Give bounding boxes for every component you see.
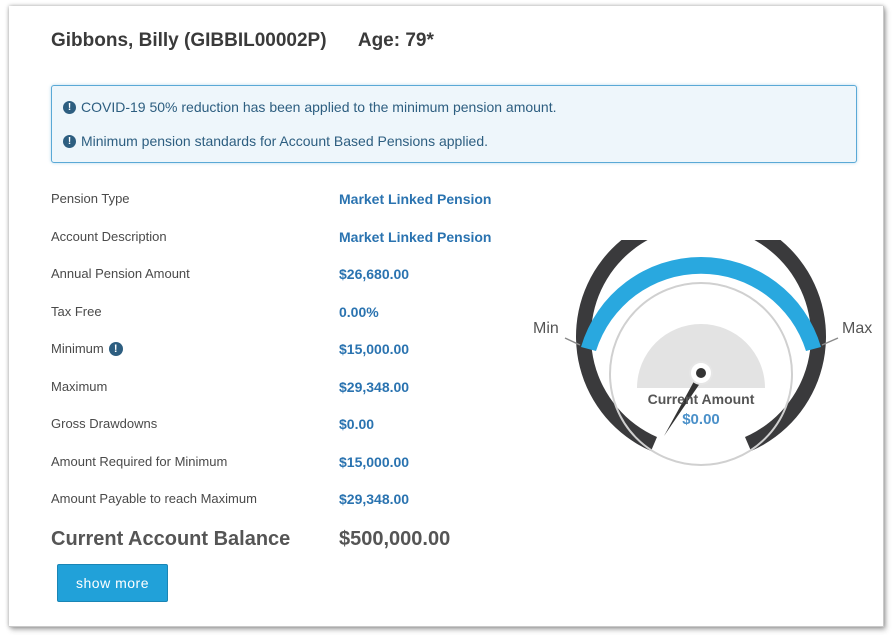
detail-row-maximum: Maximum $29,348.00	[51, 379, 501, 399]
detail-value: Market Linked Pension	[339, 191, 492, 207]
detail-row-tax-free: Tax Free 0.00%	[51, 304, 501, 324]
detail-label: Amount Payable to reach Maximum	[51, 491, 257, 506]
detail-row-pension-type: Pension Type Market Linked Pension	[51, 191, 501, 211]
detail-label: Amount Required for Minimum	[51, 454, 228, 469]
min-tick	[564, 337, 581, 346]
detail-value: $26,680.00	[339, 266, 410, 282]
alert-item: ! COVID-19 50% reduction has been applie…	[63, 99, 557, 115]
detail-row-annual-pension-amount: Annual Pension Amount $26,680.00	[51, 266, 501, 286]
detail-value: $29,348.00	[339, 491, 410, 507]
gauge-min-label: Min	[533, 320, 559, 337]
max-tick	[821, 337, 839, 346]
detail-value: Market Linked Pension	[339, 229, 492, 245]
current-account-balance-label: Current Account Balance	[51, 528, 291, 550]
current-account-balance-value: $500,000.00	[339, 528, 451, 550]
detail-value: $29,348.00	[339, 379, 410, 395]
detail-value: 0.00%	[339, 304, 379, 320]
gauge-inner-sector	[637, 324, 765, 388]
exclamation-circle-icon: !	[63, 134, 76, 148]
member-header: Gibbons, Billy (GIBBIL00002P) Age: 79*	[51, 30, 434, 52]
detail-label: Pension Type	[51, 191, 130, 206]
detail-label: Account Description	[51, 229, 167, 244]
detail-label-wrap: Minimum !	[51, 341, 123, 356]
detail-row-gross-drawdowns: Gross Drawdowns $0.00	[51, 416, 501, 436]
gauge-needle	[664, 374, 705, 436]
member-age: Age: 79*	[357, 30, 434, 51]
detail-label: Gross Drawdowns	[51, 416, 158, 431]
alert-text: Minimum pension standards for Account Ba…	[81, 133, 489, 149]
detail-row-account-description: Account Description Market Linked Pensio…	[51, 229, 501, 249]
alert-item: ! Minimum pension standards for Account …	[63, 133, 488, 149]
detail-value: $15,000.00	[339, 341, 410, 357]
alert-box: ! COVID-19 50% reduction has been applie…	[51, 85, 857, 163]
pension-gauge: Min Max Current Amount $0.00	[533, 240, 872, 466]
member-name: Gibbons, Billy (GIBBIL00002P)	[51, 30, 327, 51]
alert-text: COVID-19 50% reduction has been applied …	[81, 99, 557, 115]
detail-label: Maximum	[51, 379, 108, 394]
info-circle-icon[interactable]: !	[108, 341, 123, 356]
gauge-max-label: Max	[842, 320, 872, 337]
detail-row-minimum: Minimum ! $15,000.00	[51, 341, 501, 361]
show-more-button[interactable]: show more	[57, 564, 168, 602]
detail-value: $0.00	[339, 416, 375, 432]
exclamation-circle-icon: !	[63, 100, 76, 114]
gauge-needle-pivot	[696, 368, 706, 378]
detail-label: Minimum	[51, 341, 104, 356]
detail-label: Tax Free	[51, 304, 102, 319]
gauge-center-value: $0.00	[682, 411, 720, 428]
gauge-min-max-range	[581, 257, 821, 351]
detail-row-amount-payable-maximum: Amount Payable to reach Maximum $29,348.…	[51, 491, 501, 511]
detail-label: Annual Pension Amount	[51, 266, 190, 281]
detail-value: $15,000.00	[339, 454, 410, 470]
gauge-center-label: Current Amount	[648, 391, 755, 407]
detail-row-amount-required-minimum: Amount Required for Minimum $15,000.00	[51, 454, 501, 474]
gauge-inner-ring	[609, 282, 793, 466]
